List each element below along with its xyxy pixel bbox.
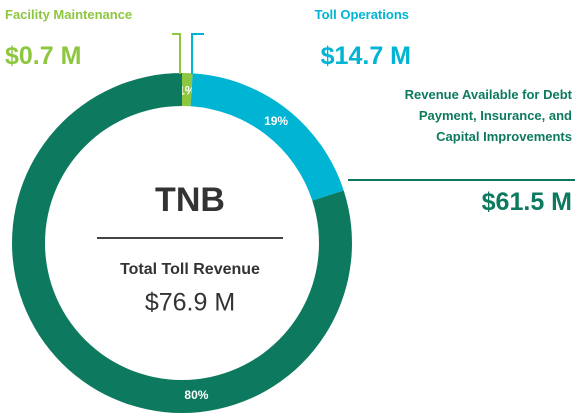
center-subtitle: Total Toll Revenue	[120, 261, 260, 278]
center-total: $76.9 M	[145, 289, 235, 317]
category-label: Facility Maintenance	[5, 7, 133, 22]
center-title: TNB	[155, 181, 225, 219]
donut-slice	[190, 73, 344, 201]
category-label: Revenue Available for Debt Payment, Insu…	[404, 87, 572, 144]
category-label: Toll Operations	[314, 7, 409, 22]
percent-label: 19%	[264, 114, 288, 128]
leader-line	[172, 33, 181, 74]
donut-slice	[182, 73, 193, 107]
percent-label: 80%	[184, 388, 208, 402]
amount-label: $14.7 M	[320, 42, 411, 70]
amount-label: $0.7 M	[5, 42, 82, 70]
leader-line	[191, 33, 204, 74]
amount-label: $61.5 M	[481, 188, 572, 216]
